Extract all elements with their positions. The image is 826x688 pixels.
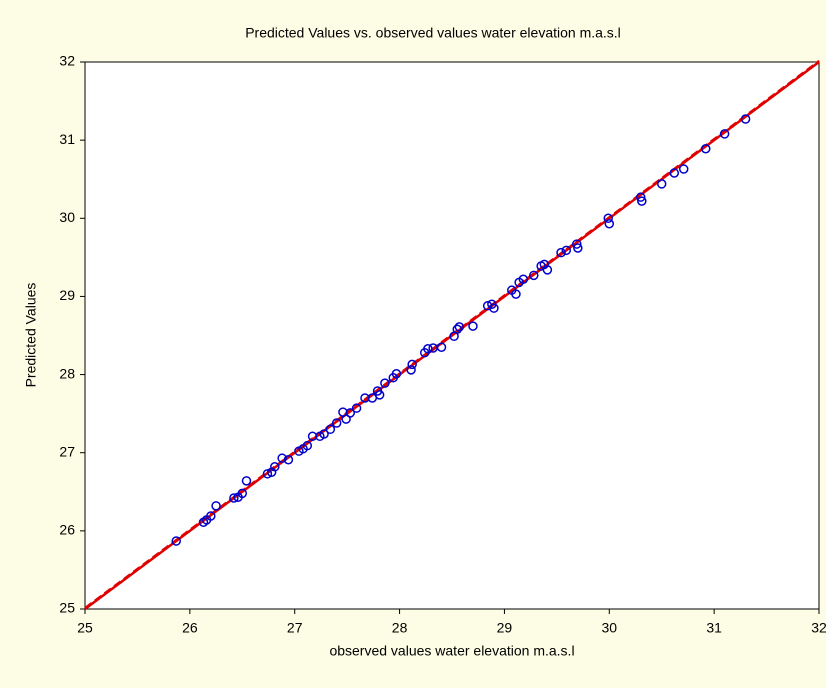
point	[341, 414, 351, 424]
point	[406, 365, 416, 375]
point	[719, 129, 730, 139]
point	[452, 324, 462, 334]
point	[237, 488, 248, 499]
point	[603, 213, 613, 224]
point	[319, 429, 329, 439]
x-tick-label: 30	[601, 620, 617, 636]
chart-title: Predicted Values vs. observed values wat…	[245, 25, 621, 41]
point	[331, 418, 342, 428]
y-tick-label: 29	[59, 287, 75, 303]
point	[325, 424, 336, 435]
point	[604, 219, 615, 229]
point	[529, 270, 539, 281]
point	[302, 440, 313, 451]
point	[656, 179, 667, 189]
point	[489, 303, 499, 313]
point	[351, 403, 362, 413]
point	[171, 536, 181, 546]
point	[678, 164, 689, 174]
x-tick-label: 32	[811, 620, 826, 636]
point	[345, 408, 356, 418]
y-tick-label: 30	[59, 209, 75, 225]
point	[391, 369, 402, 379]
point	[561, 245, 572, 256]
x-tick-label: 31	[706, 620, 722, 636]
point	[423, 344, 433, 354]
point	[262, 469, 273, 479]
x-tick-label: 27	[287, 620, 303, 636]
point	[211, 501, 221, 511]
y-tick-label: 25	[59, 600, 75, 616]
point	[740, 114, 751, 124]
point	[701, 143, 711, 154]
point	[206, 511, 216, 521]
y-tick-label: 31	[59, 131, 75, 147]
y-tick-label: 32	[59, 53, 75, 69]
point	[573, 243, 583, 253]
x-tick-label: 26	[182, 620, 198, 636]
point	[277, 453, 287, 463]
point	[572, 239, 582, 249]
point	[637, 196, 647, 206]
y-axis-label: Predicted Values	[23, 283, 39, 388]
point	[635, 192, 646, 202]
point	[518, 274, 529, 284]
point	[229, 493, 239, 503]
point	[556, 247, 566, 258]
point	[407, 359, 417, 370]
confidence-line	[84, 59, 820, 609]
y-tick-label: 26	[59, 522, 75, 538]
y-tick-label: 28	[59, 365, 75, 381]
point	[374, 390, 385, 400]
point	[542, 265, 553, 275]
point	[511, 289, 521, 299]
point	[669, 168, 680, 178]
point	[270, 462, 280, 472]
point	[436, 342, 447, 352]
point	[283, 454, 294, 465]
x-axis-label: observed values water elevation m.a.s.l	[329, 643, 574, 659]
point	[482, 301, 493, 311]
x-tick-label: 28	[392, 620, 408, 636]
x-tick-label: 25	[77, 620, 93, 636]
point	[380, 378, 390, 388]
point	[454, 322, 465, 332]
point	[468, 321, 478, 331]
x-tick-label: 29	[497, 620, 513, 636]
y-tick-label: 27	[59, 443, 75, 459]
point	[241, 476, 252, 486]
